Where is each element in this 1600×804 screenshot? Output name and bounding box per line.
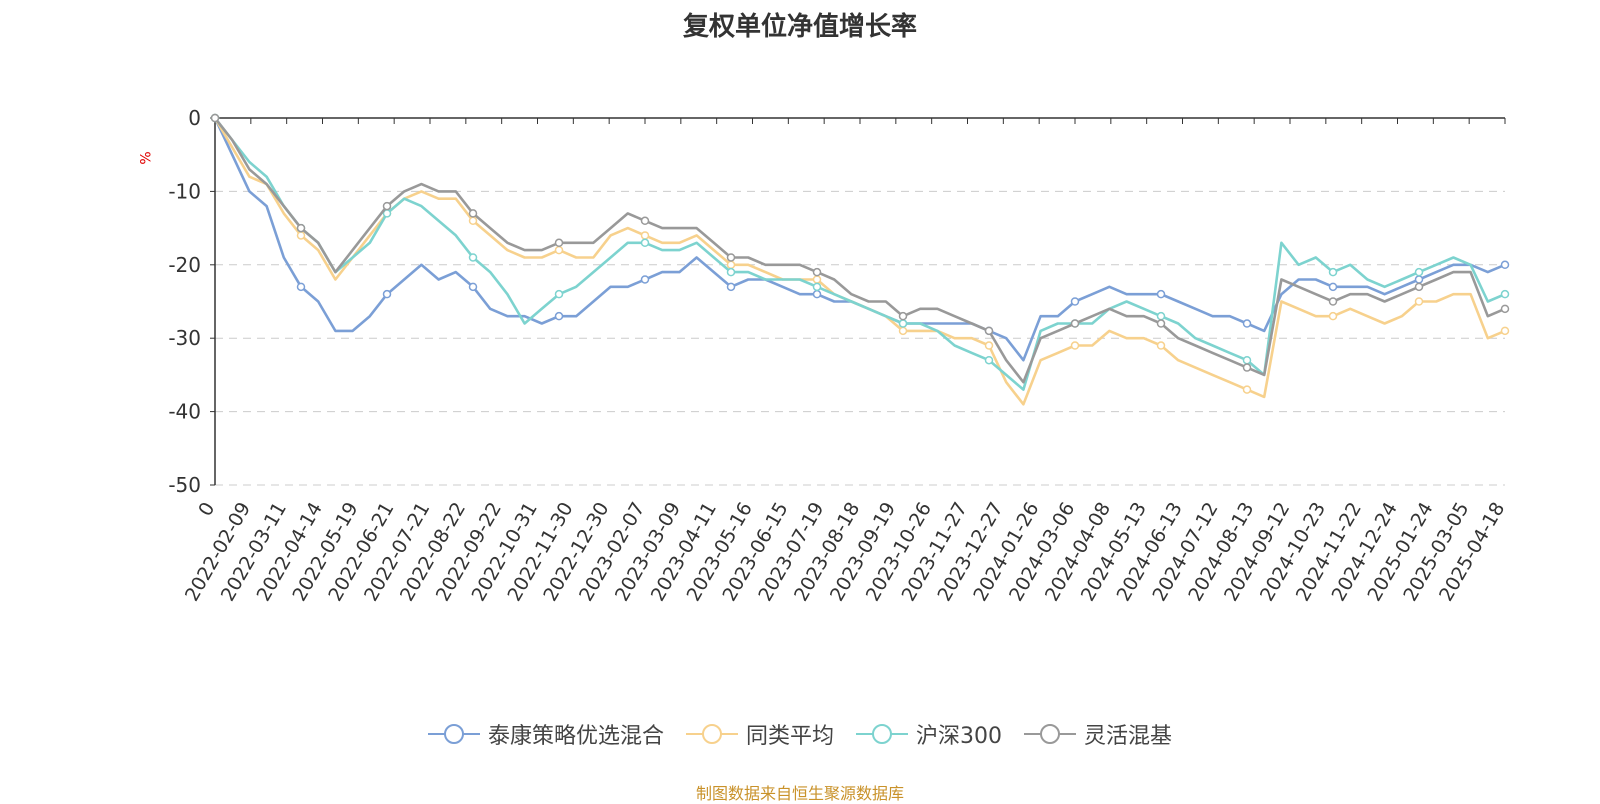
series-line-2 (213, 117, 1506, 406)
series-point (640, 216, 650, 226)
series-point (1156, 289, 1166, 299)
series-line-4 (213, 117, 1506, 384)
source-note: 制图数据来自恒生聚源数据库 (695, 784, 904, 803)
series-point (984, 341, 994, 350)
series-point (984, 355, 994, 365)
series-point (726, 260, 736, 270)
series-point (1242, 385, 1252, 394)
series-point (898, 319, 908, 328)
series-point (812, 275, 822, 284)
legend-marker-icon (427, 724, 480, 744)
series-point (1070, 341, 1080, 350)
series-point (554, 311, 564, 321)
series-point (812, 289, 822, 299)
series-point (1242, 319, 1252, 328)
series-point (468, 216, 478, 226)
series-point (1500, 326, 1510, 336)
x-tick-label: 0 (194, 499, 219, 520)
series-point (1328, 297, 1338, 306)
series-point (296, 223, 306, 233)
legend-marker-icon (856, 724, 908, 744)
legend-item[interactable]: 同类平均 (685, 718, 834, 750)
legend-label: 泰康策略优选混合 (487, 724, 664, 749)
y-tick-label: 0 (188, 106, 201, 130)
legend-item[interactable]: 泰康策略优选混合 (427, 718, 664, 750)
series-point (1414, 275, 1424, 284)
series-point (1414, 282, 1424, 292)
y-tick-label: -40 (168, 400, 201, 424)
series-point (812, 282, 822, 292)
legend-item[interactable]: 灵活混基 (1024, 718, 1172, 750)
series-point (726, 253, 736, 262)
legend-marker-icon (685, 724, 738, 744)
legend-label: 沪深300 (916, 724, 1002, 749)
series-point (726, 282, 736, 292)
series-point (1070, 319, 1080, 328)
series-point (210, 113, 220, 123)
series-point (296, 231, 306, 240)
series-point (1156, 341, 1166, 350)
series-point (1500, 260, 1510, 270)
series-point (640, 238, 650, 248)
legend: 泰康策略优选混合 同类平均 沪深300 灵活混基 (0, 718, 1600, 750)
legend-label: 同类平均 (745, 724, 834, 749)
series-point (640, 231, 650, 240)
series-point (554, 245, 564, 255)
line-chart: 0-10-20-30-40-5002022-02-092022-03-11202… (168, 106, 1510, 605)
series-point (468, 209, 478, 218)
series-point (1156, 319, 1166, 328)
y-tick-label: -30 (168, 326, 201, 350)
series-point (296, 282, 306, 292)
series-point (1242, 363, 1252, 372)
series-point (898, 326, 908, 336)
series-point (640, 275, 650, 284)
series-point (1414, 267, 1424, 277)
series-point (1328, 282, 1338, 292)
series-line-1 (213, 117, 1506, 362)
y-tick-label: -50 (168, 473, 201, 497)
series-point (1242, 355, 1252, 365)
series-point (1328, 311, 1338, 321)
series-point (1500, 289, 1510, 299)
legend-label: 灵活混基 (1084, 724, 1173, 749)
series-point (554, 289, 564, 299)
series-point (1070, 297, 1080, 306)
series-point (468, 253, 478, 262)
series-point (382, 289, 392, 299)
series-point (554, 238, 564, 248)
y-tick-label: -20 (168, 253, 201, 277)
series-point (1500, 304, 1510, 314)
series-point (812, 267, 822, 277)
legend-item[interactable]: 沪深300 (856, 718, 1002, 750)
series-point (1414, 297, 1424, 306)
series-point (1156, 311, 1166, 321)
series-point (1328, 267, 1338, 277)
series-point (726, 267, 736, 277)
legend-marker-icon (1024, 724, 1076, 744)
series-point (382, 201, 392, 211)
chart-title: 复权单位净值增长率 (682, 12, 917, 42)
series-point (468, 282, 478, 292)
series-point (898, 311, 908, 321)
series-point (984, 326, 994, 336)
series-line-3 (213, 117, 1506, 391)
y-tick-label: -10 (168, 179, 201, 203)
